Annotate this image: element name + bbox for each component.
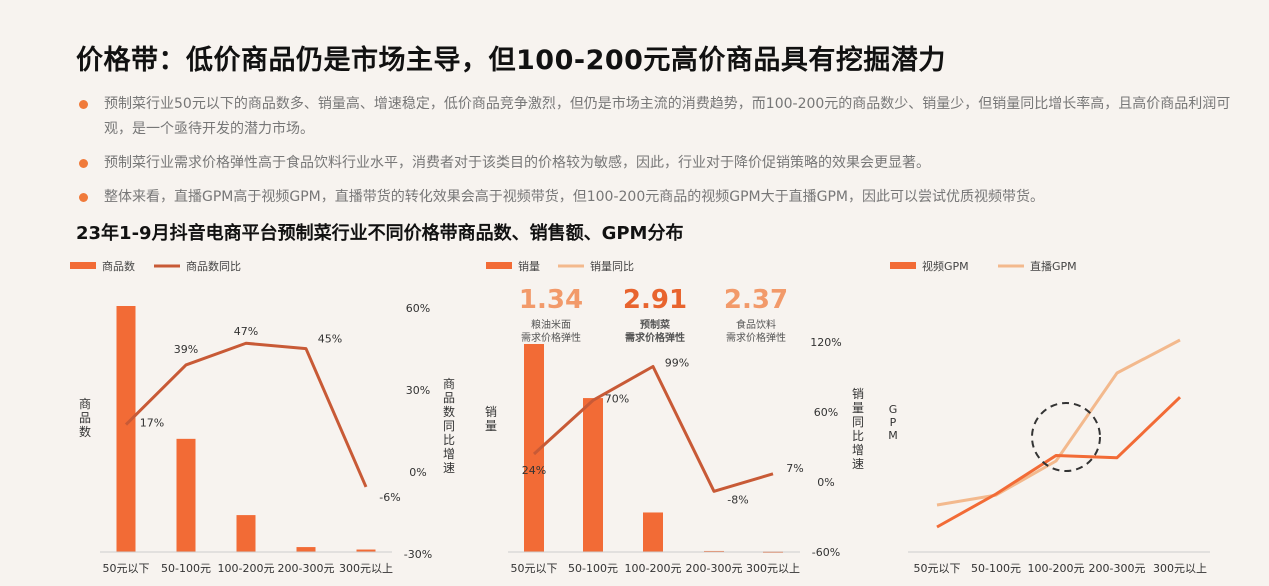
y2-tick-label: 60% <box>814 406 838 419</box>
legend-label: 直播GPM <box>1030 259 1077 273</box>
chart-subtitle: 23年1-9月抖音电商平台预制菜行业不同价格带商品数、销售额、GPM分布 <box>76 223 684 244</box>
bullet-text: 预制菜行业50元以下的商品数多、销量高、增速稳定，低价商品竞争激烈，但仍是市场主… <box>104 96 1231 137</box>
elasticity-value: 2.37 <box>724 285 788 315</box>
growth-data-label: -6% <box>379 491 400 504</box>
growth-data-label: 24% <box>522 464 546 477</box>
bar <box>116 306 136 552</box>
category-label: 100-200元 <box>218 562 275 575</box>
growth-data-label: 47% <box>234 325 258 338</box>
bullet-text: 预制菜行业需求价格弹性高于食品饮料行业水平，消费者对于该类目的价格较为敏感，因此… <box>104 155 930 171</box>
bar <box>356 549 376 552</box>
live-gpm-line <box>936 338 1181 507</box>
category-label: 100-200元 <box>625 562 682 575</box>
category-label: 50元以下 <box>914 562 961 575</box>
growth-line <box>124 341 368 488</box>
elasticity-value: 1.34 <box>519 285 583 315</box>
bullet-dot-icon <box>79 100 88 109</box>
category-label: 50元以下 <box>511 562 558 575</box>
category-label: 50元以下 <box>103 562 150 575</box>
y2-tick-label: 120% <box>810 336 841 349</box>
category-label: 50-100元 <box>971 562 1021 575</box>
legend-label: 视频GPM <box>922 259 969 273</box>
bullet-item: 预制菜行业50元以下的商品数多、销量高、增速稳定，低价商品竞争激烈，但仍是市场主… <box>76 92 1256 142</box>
bullet-dot-icon <box>79 159 88 168</box>
growth-data-label: 7% <box>786 462 803 475</box>
bar <box>296 547 316 552</box>
bar <box>583 398 603 552</box>
category-label: 200-300元 <box>278 562 335 575</box>
legend-swatch-bar <box>890 262 916 269</box>
bar <box>236 515 256 552</box>
growth-line <box>532 365 774 493</box>
elasticity-label: 预制菜 <box>640 318 671 331</box>
page-title: 价格带：低价商品仍是市场主导，但100-200元高价商品具有挖掘潜力 <box>76 45 946 76</box>
legend-label: 商品数同比 <box>186 259 241 273</box>
y2-tick-label: -30% <box>404 548 432 561</box>
video-gpm-line <box>936 396 1182 529</box>
category-label: 200-300元 <box>686 562 743 575</box>
category-label: 200-300元 <box>1089 562 1146 575</box>
bullet-item: 预制菜行业需求价格弹性高于食品饮料行业水平，消费者对于该类目的价格较为敏感，因此… <box>76 151 1256 176</box>
category-label: 300元以上 <box>1153 562 1207 575</box>
legend-label: 商品数 <box>102 259 135 273</box>
y-axis-label: 商品数 <box>79 396 91 439</box>
y2-tick-label: 0% <box>817 476 834 489</box>
legend-label: 销量同比 <box>590 259 634 273</box>
y2-tick-label: -60% <box>812 546 840 559</box>
y2-tick-label: 0% <box>409 466 426 479</box>
bar <box>643 512 663 552</box>
bullet-list: 预制菜行业50元以下的商品数多、销量高、增速稳定，低价商品竞争激烈，但仍是市场主… <box>76 92 1256 219</box>
y2-tick-label: 60% <box>406 302 430 315</box>
bar <box>176 438 196 552</box>
bullet-item: 整体来看，直播GPM高于视频GPM，直播带货的转化效果会高于视频带货，但100-… <box>76 185 1256 210</box>
bullet-text: 整体来看，直播GPM高于视频GPM，直播带货的转化效果会高于视频带货，但100-… <box>104 189 1044 205</box>
y2-tick-label: 30% <box>406 384 430 397</box>
elasticity-label: 食品饮料 <box>736 318 776 331</box>
y2-axis-label: 商品数同比增速 <box>443 376 455 475</box>
elasticity-label: 需求价格弹性 <box>521 331 581 344</box>
growth-data-label: -8% <box>727 493 748 506</box>
category-label: 300元以上 <box>339 562 393 575</box>
y-axis-label: 销量 <box>485 405 497 433</box>
legend-label: 销量 <box>518 259 540 273</box>
highlight-circle <box>1031 402 1101 472</box>
bar <box>524 344 544 552</box>
growth-data-label: 39% <box>174 343 198 356</box>
elasticity-label: 需求价格弹性 <box>726 331 786 344</box>
growth-data-label: 99% <box>665 357 689 370</box>
legend-swatch-bar <box>70 262 96 269</box>
growth-data-label: 45% <box>318 333 342 346</box>
category-label: 100-200元 <box>1028 562 1085 575</box>
category-label: 300元以上 <box>746 562 800 575</box>
elasticity-value: 2.91 <box>623 285 687 315</box>
bullet-dot-icon <box>79 193 88 202</box>
elasticity-label: 粮油米面 <box>531 318 571 331</box>
growth-data-label: 17% <box>140 417 164 430</box>
elasticity-label: 需求价格弹性 <box>625 331 685 344</box>
y2-axis-label: 销量同比增速 <box>852 387 864 471</box>
category-label: 50-100元 <box>568 562 618 575</box>
category-label: 50-100元 <box>161 562 211 575</box>
legend-swatch-bar <box>486 262 512 269</box>
growth-data-label: 70% <box>605 392 629 405</box>
